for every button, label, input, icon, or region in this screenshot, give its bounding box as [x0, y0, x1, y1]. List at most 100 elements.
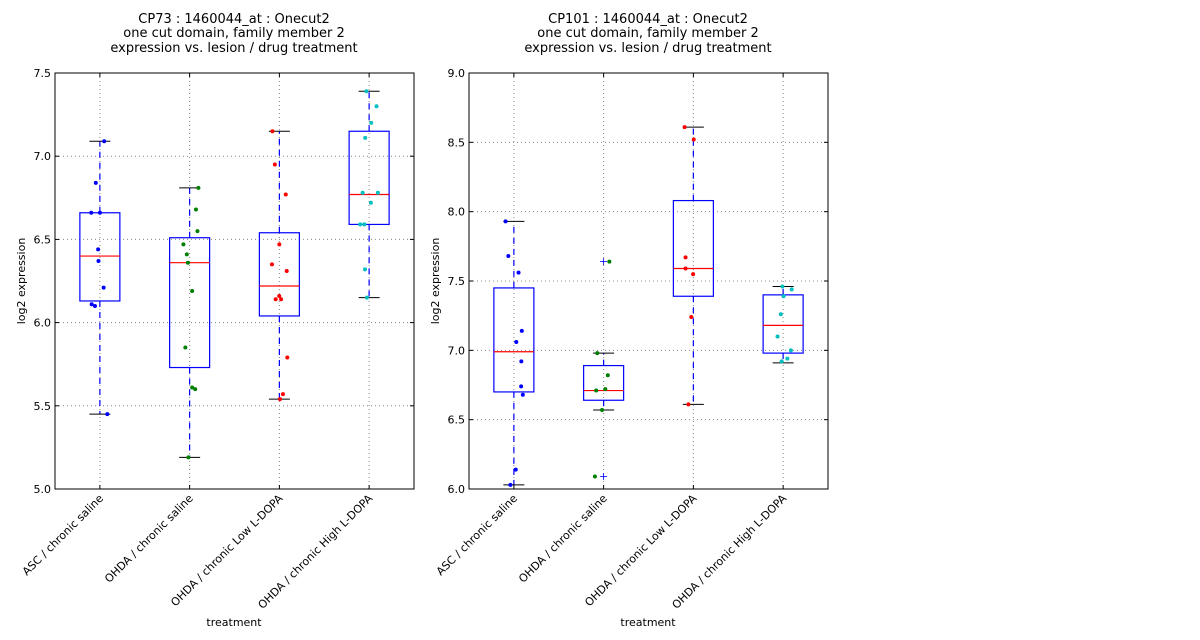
- y-tick-label: 7.5: [448, 275, 466, 288]
- data-point: [364, 89, 369, 94]
- data-point: [781, 294, 786, 299]
- iqr-box: [583, 364, 625, 401]
- iqr-box: [493, 287, 535, 393]
- data-point: [369, 120, 374, 125]
- box-group-2: [169, 185, 211, 460]
- data-point: [190, 385, 195, 390]
- y-tick-label: 7.0: [448, 344, 466, 357]
- data-point: [592, 474, 597, 479]
- box-group-1: [493, 219, 535, 487]
- data-point: [363, 135, 368, 140]
- chart-1-x-axis-label: treatment: [206, 616, 262, 629]
- data-point: [190, 288, 195, 293]
- iqr-box: [348, 130, 390, 226]
- data-point: [594, 388, 599, 393]
- data-point: [689, 315, 694, 320]
- y-tick-label: 5.5: [34, 400, 52, 413]
- data-point: [780, 284, 785, 289]
- x-tick-label: OHDA / chronic saline: [516, 492, 610, 586]
- data-point: [600, 407, 605, 412]
- iqr-box: [169, 237, 211, 369]
- x-tick-label: ASC / chronic saline: [434, 492, 520, 578]
- chart-2-y-ticks: 6.0 6.5 7.0 7.5 8.0 8.5 9.0: [448, 67, 828, 496]
- data-point: [516, 270, 521, 275]
- data-point: [183, 345, 188, 350]
- x-tick-label: OHDA / chronic saline: [102, 492, 196, 586]
- data-point: [513, 467, 518, 472]
- y-tick-label: 7.0: [34, 150, 52, 163]
- data-point: [96, 259, 101, 264]
- data-point: [778, 312, 783, 317]
- data-point: [102, 139, 107, 144]
- data-point: [358, 222, 363, 227]
- data-point: [368, 200, 373, 205]
- y-tick-label: 6.5: [34, 233, 52, 246]
- data-point: [277, 293, 282, 298]
- chart-1-title-line-2: one cut domain, family member 2: [123, 26, 344, 41]
- data-point: [514, 340, 519, 345]
- data-point: [364, 295, 369, 300]
- data-point: [360, 190, 365, 195]
- data-point: [607, 259, 612, 264]
- chart-2-title-line-3: expression vs. lesion / drug treatment: [524, 41, 771, 56]
- chart-1-y-ticks: 5.0 5.5 6.0 6.5 7.0 7.5: [34, 67, 414, 496]
- data-point: [519, 328, 524, 333]
- data-point: [789, 287, 794, 292]
- box-group-4: [762, 284, 804, 364]
- data-point: [691, 272, 696, 277]
- chart-2-title-line-1: CP101 : 1460044_at : Onecut2: [548, 12, 748, 27]
- data-point: [520, 392, 525, 397]
- data-point: [283, 192, 288, 197]
- chart-2-grid: [469, 73, 828, 489]
- chart-2-x-axis-label: treatment: [620, 616, 676, 629]
- chart-2-y-axis-label: log2 expression: [429, 238, 442, 325]
- data-point: [603, 387, 608, 392]
- data-point: [375, 190, 380, 195]
- data-point: [270, 129, 275, 134]
- data-point: [193, 387, 198, 392]
- data-point: [195, 229, 200, 234]
- chart-2-title-line-2: one cut domain, family member 2: [537, 26, 758, 41]
- iqr-box: [258, 232, 300, 317]
- data-point: [284, 269, 289, 274]
- data-point: [272, 162, 277, 167]
- data-point: [89, 210, 94, 215]
- chart-2: CP101 : 1460044_at : Onecut2 one cut dom…: [429, 12, 829, 629]
- data-point: [277, 242, 282, 247]
- data-point: [506, 254, 511, 259]
- chart-1-grid: [55, 73, 414, 489]
- y-tick-label: 6.0: [34, 317, 52, 330]
- data-point: [105, 412, 110, 417]
- chart-1-plot-frame: [54, 72, 415, 490]
- data-point: [788, 348, 793, 353]
- data-point: [682, 125, 687, 130]
- data-point: [519, 359, 524, 364]
- y-tick-label: 6.5: [448, 414, 466, 427]
- box-group-3: [258, 129, 300, 402]
- y-tick-label: 6.0: [448, 483, 466, 496]
- data-point: [96, 247, 101, 252]
- chart-1: CP73 : 1460044_at : Onecut2 one cut doma…: [15, 12, 415, 629]
- data-point: [691, 137, 696, 142]
- data-point: [92, 303, 97, 308]
- y-tick-label: 8.5: [448, 136, 466, 149]
- y-tick-label: 9.0: [448, 67, 466, 80]
- data-point: [269, 262, 274, 267]
- iqr-box: [79, 212, 121, 302]
- data-point: [683, 266, 688, 271]
- data-point: [775, 334, 780, 339]
- data-point: [273, 297, 278, 302]
- data-point: [362, 267, 367, 272]
- data-point: [779, 359, 784, 364]
- data-point: [605, 373, 610, 378]
- y-tick-label: 5.0: [34, 483, 52, 496]
- data-point: [285, 355, 290, 360]
- data-point: [184, 252, 189, 257]
- data-point: [181, 242, 186, 247]
- data-point: [362, 222, 367, 227]
- y-tick-label: 8.0: [448, 206, 466, 219]
- chart-1-title-line-1: CP73 : 1460044_at : Onecut2: [138, 12, 329, 27]
- chart-1-title-line-3: expression vs. lesion / drug treatment: [110, 41, 357, 56]
